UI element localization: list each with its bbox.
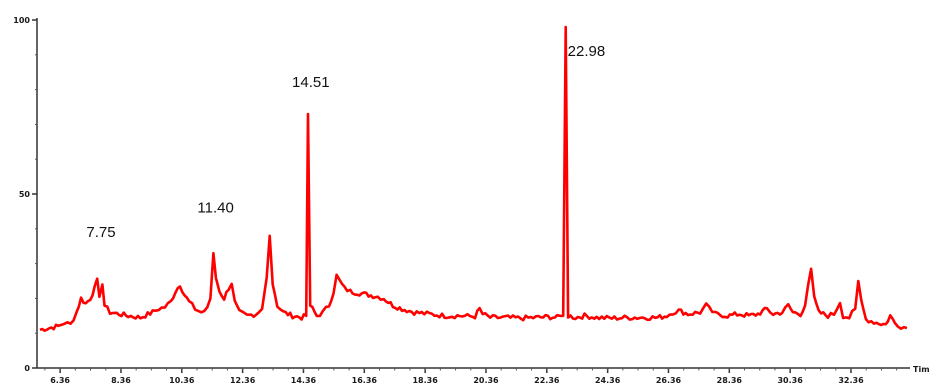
x-tick-label: 12.36	[230, 376, 256, 385]
x-tick-label: 14.36	[291, 376, 317, 385]
x-tick-label: 10.36	[169, 376, 195, 385]
x-tick-label: 16.36	[352, 376, 378, 385]
y-tick-label: 0	[24, 364, 30, 373]
x-tick-label: 24.36	[595, 376, 621, 385]
x-tick-label: 30.36	[777, 376, 803, 385]
y-axis: 0 50 100	[13, 16, 38, 373]
x-tick-label: 26.36	[656, 376, 682, 385]
x-tick-label: 20.36	[473, 376, 499, 385]
peak-label: 22.98	[568, 43, 606, 60]
peak-label: 7.75	[86, 224, 115, 241]
y-tick-label: 100	[13, 16, 30, 25]
peak-label: 11.40	[197, 199, 233, 216]
x-axis-label: Tim	[913, 365, 930, 374]
peak-label: 14.51	[292, 74, 330, 91]
x-axis: 6.36 8.36 10.36 12.36 14.36 16.36 18.36 20.36 22…	[37, 365, 930, 385]
x-tick-label: 8.36	[111, 376, 131, 385]
x-tick-label: 32.36	[838, 376, 864, 385]
series-line	[39, 25, 908, 332]
x-tick-label: 18.36	[412, 376, 438, 385]
x-tick-label: 28.36	[717, 376, 743, 385]
y-tick-label: 50	[19, 190, 31, 199]
x-tick-label: 22.36	[534, 376, 560, 385]
x-tick-label: 6.36	[50, 376, 70, 385]
peak-labels: 7.75 11.40 14.51 22.98	[86, 43, 605, 241]
